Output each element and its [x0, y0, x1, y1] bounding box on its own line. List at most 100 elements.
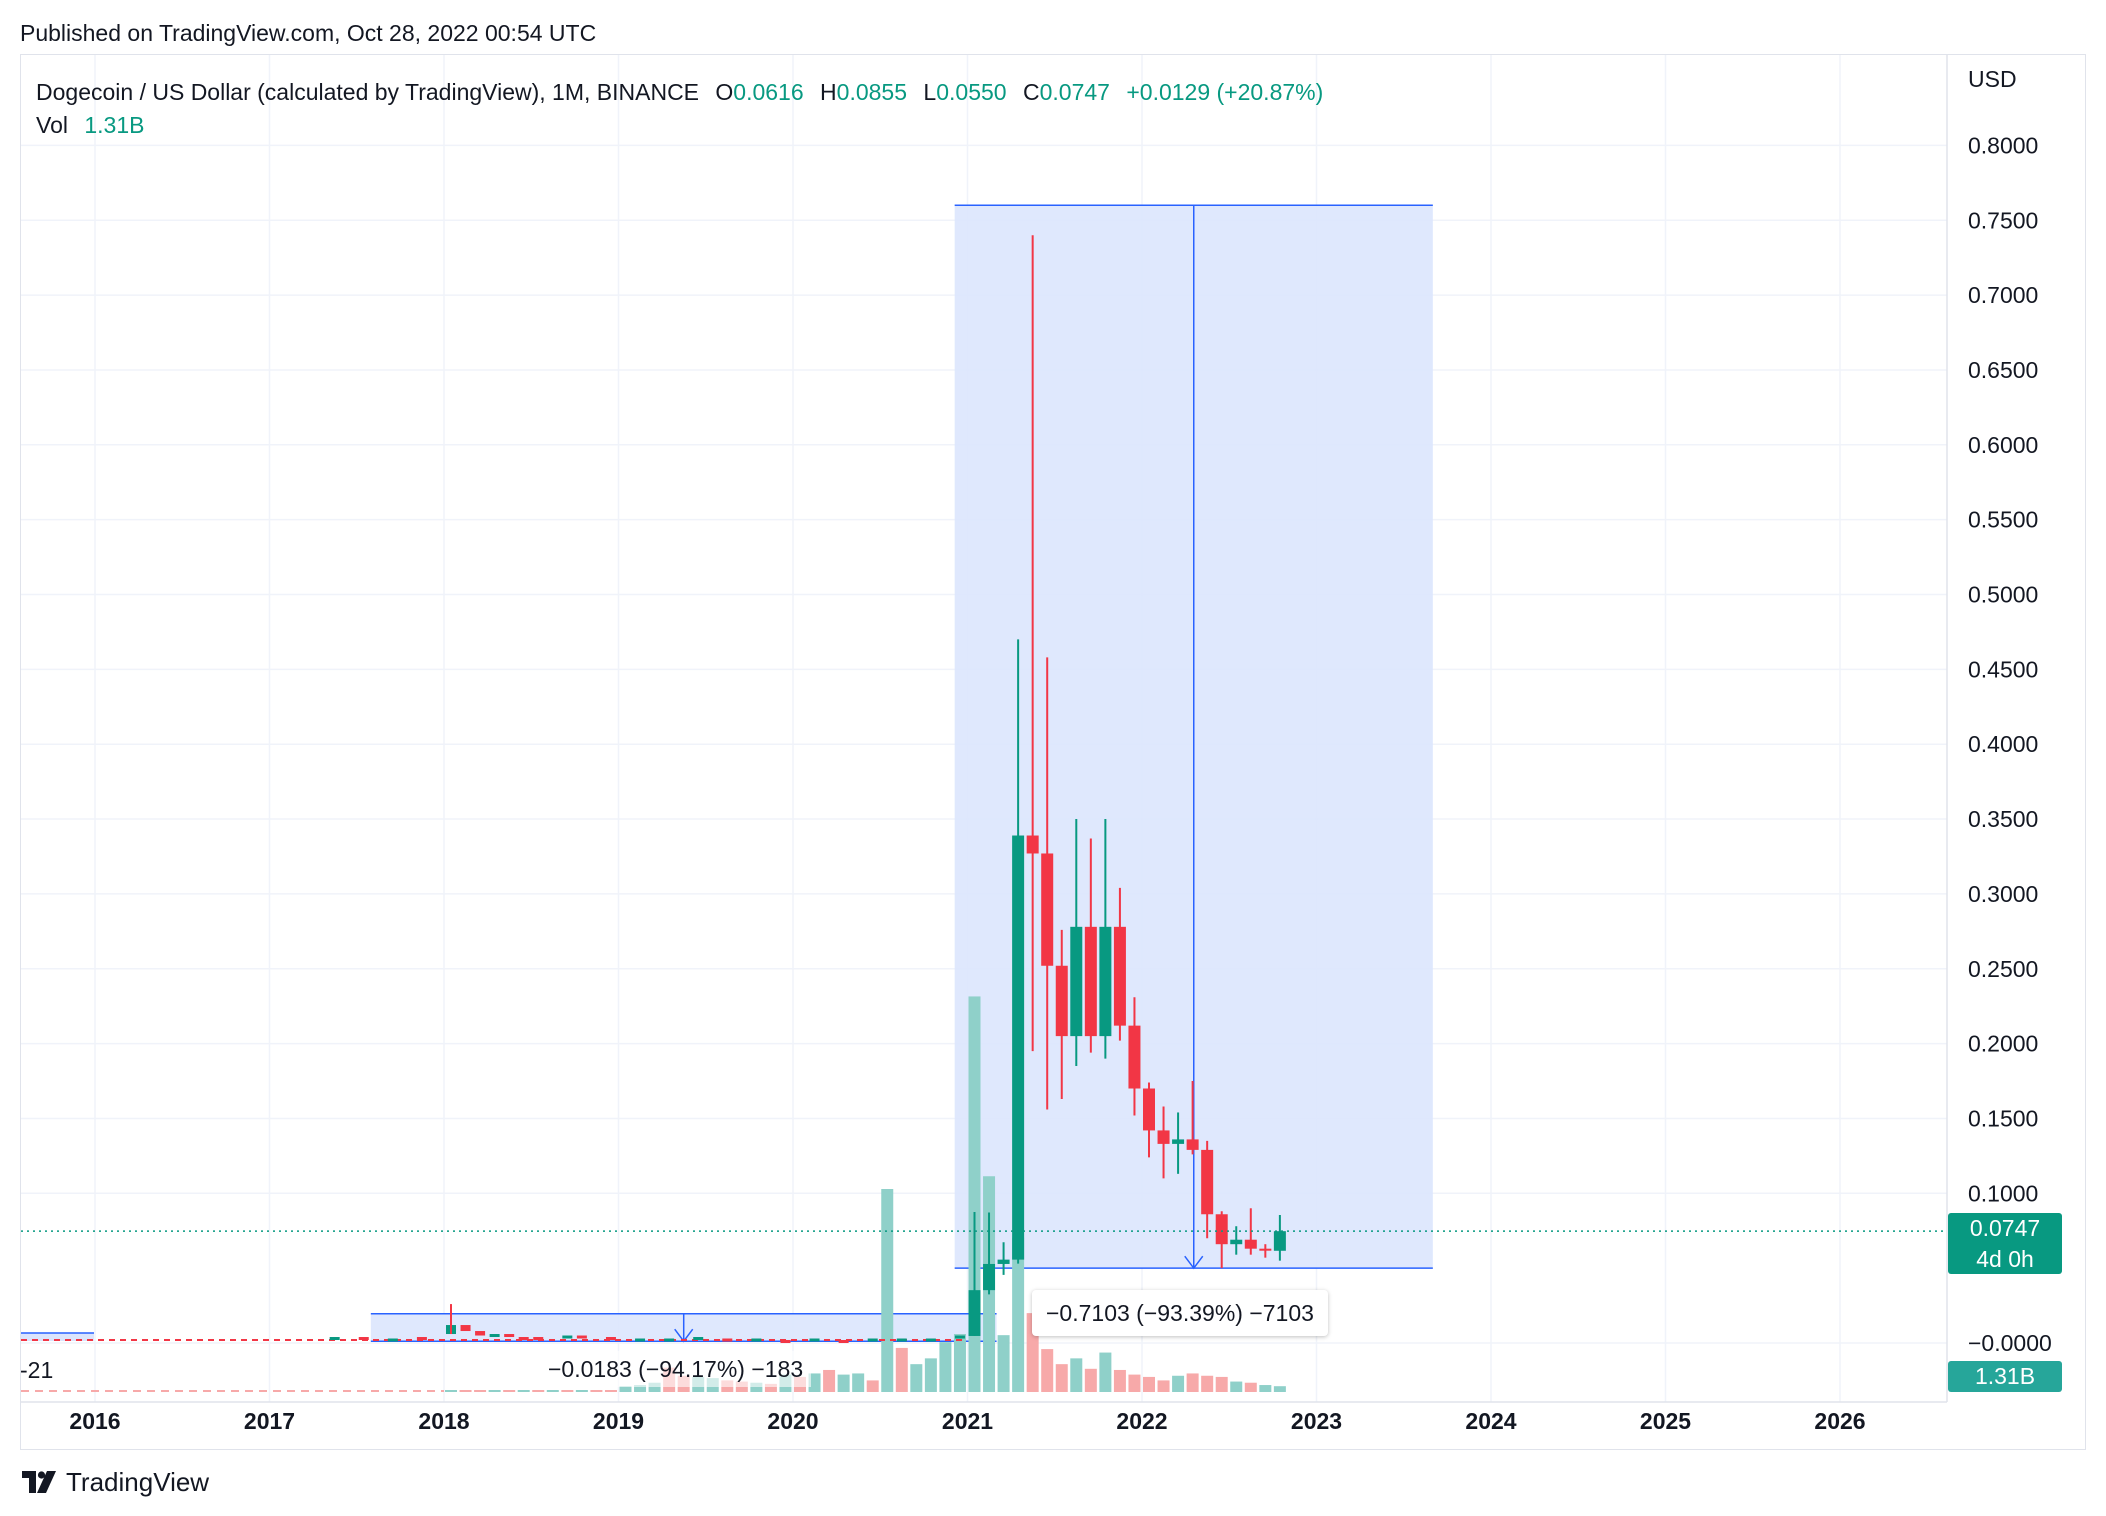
micro-candle	[460, 1325, 471, 1332]
measure-label-left: -21	[20, 1357, 54, 1383]
candle-body	[1259, 1248, 1272, 1251]
vol-label[interactable]: Vol	[36, 112, 68, 138]
candle-body	[1041, 853, 1054, 966]
tradingview-logo[interactable]: TradingView	[22, 1464, 209, 1500]
x-tick-label: 2025	[1640, 1408, 1691, 1434]
y-tick-label: 0.1500	[1968, 1105, 2038, 1131]
volume-bar	[532, 1390, 545, 1392]
candle-body	[1113, 926, 1126, 1026]
micro-candle	[416, 1337, 427, 1341]
candle-body	[1012, 835, 1025, 1260]
x-tick-label: 2024	[1465, 1408, 1516, 1434]
volume-bar	[852, 1373, 865, 1392]
measure-label-drawdown-2018[interactable]: −0.0183 (−94.17%) −183	[540, 1351, 812, 1387]
volume-bar	[924, 1358, 937, 1392]
symbol-title[interactable]: Dogecoin / US Dollar (calculated by Trad…	[36, 79, 700, 105]
micro-candle	[751, 1338, 762, 1342]
volume-bar	[939, 1342, 952, 1392]
x-tick-label: 2020	[767, 1408, 818, 1434]
micro-candle	[358, 1337, 369, 1341]
micro-candle	[605, 1337, 616, 1341]
micro-candle	[954, 1335, 965, 1339]
y-tick-label: 0.2500	[1968, 956, 2038, 982]
candle-body	[1026, 835, 1039, 854]
volume-bar	[634, 1385, 647, 1392]
volume-bar	[1143, 1376, 1155, 1392]
volume-bar	[1099, 1352, 1112, 1392]
volume-bar	[750, 1382, 763, 1392]
volume-bar	[1157, 1380, 1170, 1392]
volume-bar	[997, 1335, 1010, 1392]
x-tick-label: 2023	[1291, 1408, 1342, 1434]
x-tick-label: 2017	[244, 1408, 295, 1434]
volume-bar	[1186, 1373, 1199, 1392]
micro-candle	[635, 1338, 646, 1342]
candle-body	[1201, 1149, 1214, 1215]
candle-body	[1070, 926, 1083, 1037]
volume-bar	[764, 1383, 777, 1392]
chart-frame	[20, 54, 2086, 1450]
open-label: O	[715, 79, 734, 105]
last-price-tag: 0.0747	[1948, 1213, 2062, 1244]
volume-bar	[1215, 1376, 1228, 1392]
candle-body	[1244, 1239, 1257, 1249]
candle-body	[1215, 1214, 1228, 1245]
close-label: C	[1022, 79, 1040, 105]
volume-bar	[517, 1390, 530, 1392]
measure-box-left	[21, 1333, 94, 1341]
brand-name: TradingView	[66, 1466, 210, 1497]
volume-bar	[910, 1364, 923, 1392]
y-tick-label: 0.7500	[1968, 207, 2038, 233]
volume-bar	[474, 1390, 487, 1392]
micro-candle	[867, 1338, 878, 1342]
micro-candle	[475, 1331, 486, 1336]
volume-bar	[561, 1390, 574, 1392]
volume-bar	[1172, 1375, 1185, 1392]
volume-bar	[445, 1390, 457, 1392]
volume-bar	[546, 1390, 559, 1392]
last-volume-tag: 1.31B	[1948, 1361, 2062, 1392]
micro-candle	[664, 1338, 675, 1342]
micro-candle	[504, 1334, 515, 1338]
volume-bar	[837, 1374, 850, 1392]
micro-candle	[533, 1337, 544, 1341]
x-tick-label: 2019	[593, 1408, 644, 1434]
micro-candle	[809, 1338, 820, 1342]
volume-bar	[1230, 1381, 1243, 1392]
y-tick-label: 0.6500	[1968, 357, 2038, 383]
micro-candle	[896, 1338, 907, 1342]
volume-bar	[823, 1369, 836, 1392]
volume-bar	[1201, 1375, 1214, 1392]
y-tick-label: −0.0000	[1968, 1330, 2052, 1356]
measure-arrow-head	[674, 1328, 694, 1343]
pre-2021-candles	[21, 1304, 965, 1344]
candle-body	[1186, 1139, 1199, 1150]
micro-candle	[838, 1340, 849, 1344]
y-tick-label: 0.3000	[1968, 881, 2038, 907]
tradingview-logo-icon	[22, 1471, 56, 1493]
volume-bar	[881, 1189, 894, 1392]
volume-bar	[619, 1386, 632, 1392]
measure-arrow-head	[1184, 1255, 1204, 1270]
micro-candle	[562, 1335, 573, 1339]
measure-label-drawdown-2021[interactable]: −0.7103 (−93.39%) −7103	[1032, 1290, 1328, 1336]
micro-candle	[693, 1337, 704, 1341]
volume-bar	[459, 1390, 472, 1392]
volume-bar	[1070, 1358, 1083, 1392]
high-value: 0.0855	[836, 79, 908, 105]
micro-candle	[387, 1338, 398, 1342]
volume-bar	[503, 1390, 516, 1392]
micro-candle	[722, 1338, 733, 1342]
candle-body	[1143, 1088, 1155, 1131]
high-label: H	[820, 79, 837, 105]
y-tick-label: 0.4500	[1968, 656, 2038, 682]
y-tick-label: 0.4000	[1968, 731, 2038, 757]
candle-body	[1273, 1231, 1286, 1251]
x-tick-label: 2018	[418, 1408, 469, 1434]
y-tick-label: 0.2000	[1968, 1031, 2038, 1057]
candle-body	[997, 1259, 1010, 1264]
change-value: +0.0129 (+20.87%)	[1126, 79, 1324, 105]
y-tick-label: 0.3500	[1968, 806, 2038, 832]
volume-bar	[1084, 1368, 1097, 1392]
